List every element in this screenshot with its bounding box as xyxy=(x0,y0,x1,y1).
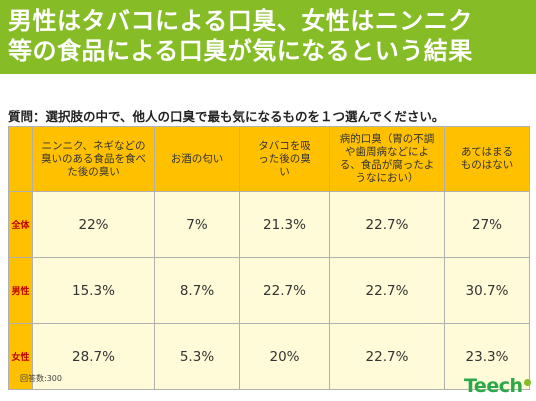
table-row: 女性 28.7% 5.3% 20% 22.7% 23.3% xyxy=(9,324,530,390)
table-cell: 5.3% xyxy=(155,324,240,390)
table-cell: 22.7% xyxy=(330,258,445,324)
sample-size-note: 回答数:300 xyxy=(20,373,62,384)
table-cell: 20% xyxy=(240,324,330,390)
column-header-text: あてはまるものはない xyxy=(445,146,529,172)
table-cell: 22% xyxy=(33,192,155,258)
column-header-text: ニンニク、ネギなどの臭いのある食品を食べた後の臭い xyxy=(33,140,154,179)
table-cell: 22.7% xyxy=(330,192,445,258)
column-header: タバコを吸った後の臭い xyxy=(240,127,330,192)
table-row: 男性 15.3% 8.7% 22.7% 22.7% 30.7% xyxy=(9,258,530,324)
table-cell: 22.7% xyxy=(330,324,445,390)
table-cell: 7% xyxy=(155,192,240,258)
column-header: お酒の匂い xyxy=(155,127,240,192)
logo-dot-icon xyxy=(524,379,531,386)
results-table: ニンニク、ネギなどの臭いのある食品を食べた後の臭い お酒の匂い タバコを吸った後… xyxy=(8,126,530,390)
column-header: 病的口臭（胃の不調や歯周病などによる、食品が腐ったようなにおい） xyxy=(330,127,445,192)
corner-cell xyxy=(9,127,33,192)
title-banner: 男性はタバコによる口臭、女性はニンニク 等の食品による口臭が気になるという結果 xyxy=(0,0,536,74)
brand-logo-text: Teech xyxy=(464,375,523,397)
table-cell: 8.7% xyxy=(155,258,240,324)
brand-logo: Teech xyxy=(464,375,531,397)
column-header: あてはまるものはない xyxy=(445,127,530,192)
table-cell: 22.7% xyxy=(240,258,330,324)
row-label: 男性 xyxy=(9,258,33,324)
table-cell: 27% xyxy=(445,192,530,258)
table-cell: 30.7% xyxy=(445,258,530,324)
column-header-text: 病的口臭（胃の不調や歯周病などによる、食品が腐ったようなにおい） xyxy=(330,133,444,185)
column-header-text: お酒の匂い xyxy=(155,153,239,166)
question-text: 質問：選択肢の中で、他人の口臭で最も気になるものを１つ選んでください。 xyxy=(8,106,530,125)
title-line-1: 男性はタバコによる口臭、女性はニンニク xyxy=(8,6,536,36)
table-cell: 15.3% xyxy=(33,258,155,324)
title-line-2: 等の食品による口臭が気になるという結果 xyxy=(8,36,536,66)
table-cell: 21.3% xyxy=(240,192,330,258)
column-header: ニンニク、ネギなどの臭いのある食品を食べた後の臭い xyxy=(33,127,155,192)
header-row: ニンニク、ネギなどの臭いのある食品を食べた後の臭い お酒の匂い タバコを吸った後… xyxy=(9,127,530,192)
row-label: 全体 xyxy=(9,192,33,258)
table-row: 全体 22% 7% 21.3% 22.7% 27% xyxy=(9,192,530,258)
column-header-text: タバコを吸った後の臭い xyxy=(240,140,329,179)
